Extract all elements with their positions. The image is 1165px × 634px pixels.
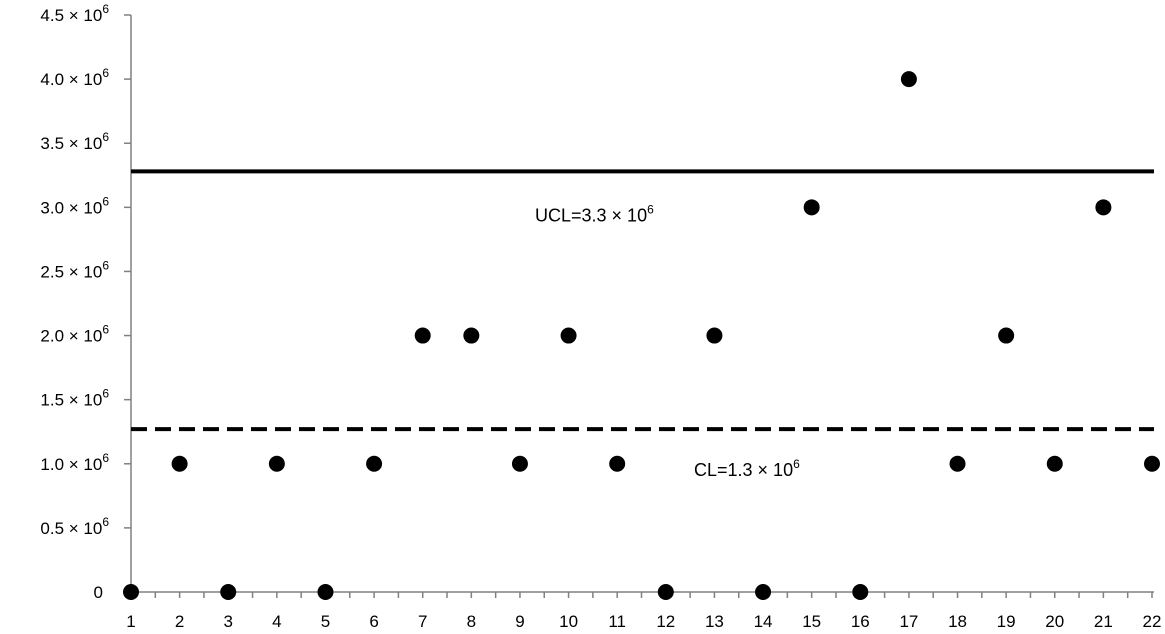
data-point	[900, 71, 917, 88]
y-tick-label: 2.5 × 106	[40, 258, 109, 281]
data-point	[657, 584, 674, 600]
x-tick-label: 22	[1143, 612, 1162, 631]
x-tick-label: 9	[515, 612, 524, 631]
data-point	[1046, 455, 1063, 472]
y-tick-label: 1.5 × 106	[40, 387, 109, 410]
x-tick-label: 2	[175, 612, 184, 631]
x-tick-label: 18	[948, 612, 967, 631]
x-tick-label: 13	[705, 612, 724, 631]
data-point	[220, 584, 237, 600]
y-tick-label: 1.0 × 106	[40, 451, 109, 474]
y-tick-label: 2.0 × 106	[40, 323, 109, 346]
y-tick-label: 3.0 × 106	[40, 194, 109, 217]
x-tick-label: 21	[1094, 612, 1113, 631]
data-point	[123, 584, 139, 600]
data-point	[949, 455, 966, 472]
data-point	[414, 327, 431, 344]
y-tick-label: 3.5 × 106	[40, 130, 109, 153]
y-tick-label: 4.5 × 106	[40, 2, 109, 25]
data-points	[123, 71, 1160, 600]
x-tick-label: 19	[997, 612, 1016, 631]
y-tick-label: 4.0 × 106	[40, 66, 109, 89]
data-point	[755, 584, 772, 600]
data-point	[268, 455, 285, 472]
x-tick-label: 8	[467, 612, 476, 631]
data-point	[560, 327, 577, 344]
data-point	[463, 327, 480, 344]
x-tick-label: 6	[369, 612, 378, 631]
labels: 0 0.5 × 106 1.0 × 106 1.5 × 106 2.0 × 106 2.5…	[40, 2, 1161, 631]
y-tick-label: 0	[94, 583, 103, 602]
x-tick-label: 16	[851, 612, 870, 631]
data-point	[803, 199, 820, 216]
data-point	[317, 584, 334, 600]
data-point	[366, 455, 383, 472]
x-tick-label: 10	[559, 612, 578, 631]
reference-lines	[131, 169, 1154, 432]
y-tick-label: 0.5 × 106	[40, 515, 109, 538]
ucl-label: UCL=3.3 × 106	[535, 202, 654, 225]
data-point	[1095, 199, 1112, 216]
data-point	[609, 455, 626, 472]
x-tick-label: 12	[656, 612, 675, 631]
x-tick-label: 17	[899, 612, 918, 631]
x-tick-label: 15	[802, 612, 821, 631]
data-point	[706, 327, 723, 344]
x-tick-label: 20	[1045, 612, 1064, 631]
x-tick-label: 3	[224, 612, 233, 631]
x-tick-label: 4	[272, 612, 281, 631]
data-point	[511, 455, 528, 472]
data-point	[1144, 455, 1160, 472]
data-point	[998, 327, 1015, 344]
x-tick-label: 5	[321, 612, 330, 631]
axes	[124, 14, 1154, 598]
data-point	[171, 455, 188, 472]
data-point	[852, 584, 869, 600]
x-tick-label: 7	[418, 612, 427, 631]
x-tick-label: 1	[126, 612, 135, 631]
cl-label: CL=1.3 × 106	[694, 457, 800, 480]
x-tick-label: 14	[754, 612, 773, 631]
x-tick-label: 11	[608, 612, 626, 631]
